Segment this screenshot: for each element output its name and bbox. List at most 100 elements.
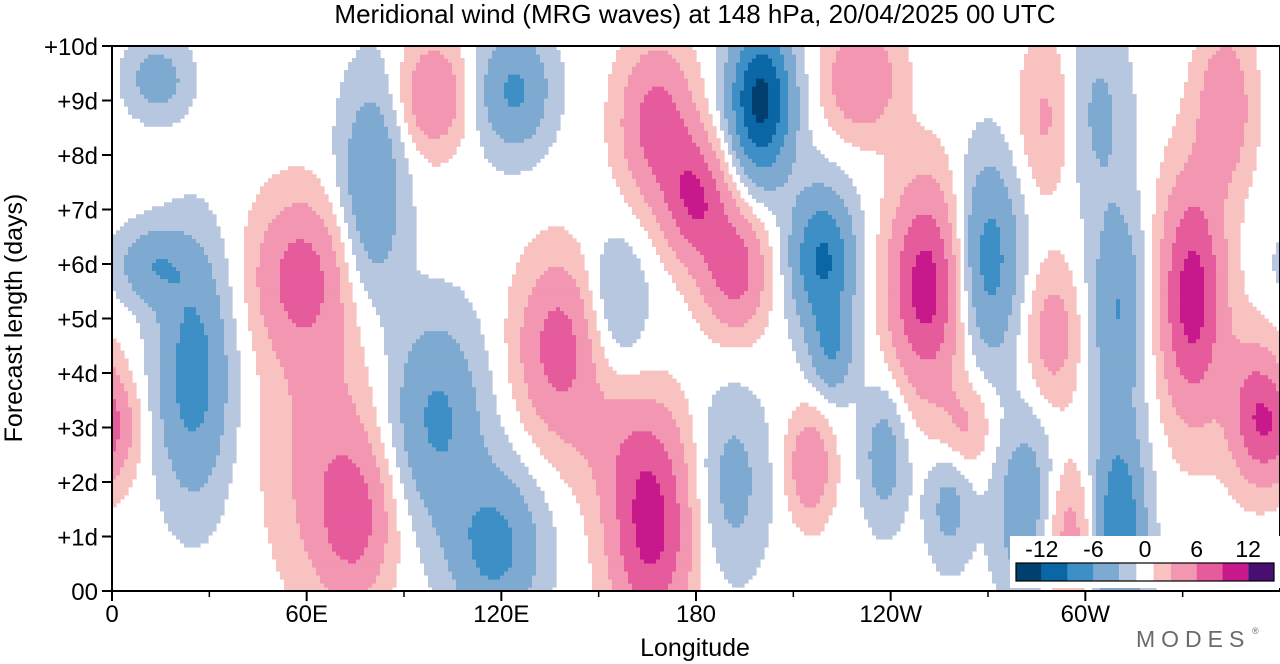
contour-cell: [1152, 486, 1157, 492]
contour-cell: [492, 586, 497, 591]
contour-cell: [932, 554, 937, 560]
contour-cell: [616, 570, 621, 576]
contour-cell: [460, 586, 465, 591]
contour-cell: [676, 558, 681, 564]
contour-cell: [220, 478, 225, 484]
contour-cell: [672, 518, 677, 524]
contour-cell: [544, 534, 549, 540]
contour-cell: [796, 522, 801, 528]
contour-cell: [360, 550, 365, 556]
contour-cell: [180, 514, 185, 520]
contour-cell: [476, 562, 481, 568]
contour-cell: [280, 506, 285, 512]
contour-cell: [940, 526, 945, 532]
contour-cell: [1104, 518, 1109, 524]
contour-cell: [424, 518, 429, 524]
contour-cell: [304, 510, 309, 516]
contour-cell: [468, 506, 473, 512]
contour-cell: [292, 534, 297, 540]
contour-cell: [716, 550, 721, 556]
contour-cell: [384, 542, 389, 548]
contour-cell: [276, 554, 281, 560]
contour-cell: [1068, 522, 1073, 528]
contour-cell: [672, 586, 677, 591]
contour-cell: [168, 486, 173, 492]
contour-cell: [820, 518, 825, 524]
contour-cell: [596, 566, 601, 572]
contour-cell: [880, 514, 885, 520]
contour-cell: [604, 550, 609, 556]
contour-cell: [824, 518, 829, 524]
contour-cell: [188, 514, 193, 520]
contour-cell: [764, 518, 769, 524]
contour-cell: [472, 490, 477, 496]
contour-cell: [180, 498, 185, 504]
contour-cell: [460, 498, 465, 504]
contour-cell: [172, 482, 177, 488]
contour-cell: [292, 558, 297, 564]
contour-cell: [320, 510, 325, 516]
contour-cell: [716, 526, 721, 532]
contour-cell: [480, 554, 485, 560]
contour-cell: [492, 582, 497, 588]
contour-cell: [492, 506, 497, 512]
contour-cell: [688, 558, 693, 564]
contour-cell: [448, 566, 453, 572]
contour-cell: [388, 534, 393, 540]
contour-cell: [416, 494, 421, 500]
contour-cell: [804, 502, 809, 508]
contour-cell: [724, 518, 729, 524]
contour-cell: [976, 530, 981, 536]
contour-cell: [312, 514, 317, 520]
contour-cell: [632, 526, 637, 532]
contour-cell: [740, 478, 745, 484]
contour-cell: [624, 558, 629, 564]
contour-cell: [344, 570, 349, 576]
contour-cell: [904, 490, 909, 496]
contour-cell: [520, 530, 525, 536]
contour-cell: [1008, 486, 1013, 492]
contour-cell: [460, 518, 465, 524]
contour-cell: [1128, 502, 1133, 508]
contour-cell: [520, 490, 525, 496]
contour-cell: [608, 506, 613, 512]
contour-cell: [604, 514, 609, 520]
contour-cell: [368, 506, 373, 512]
contour-cell: [168, 494, 173, 500]
contour-cell: [1096, 526, 1101, 532]
contour-cell: [920, 514, 925, 520]
contour-cell: [736, 570, 741, 576]
contour-cell: [384, 498, 389, 504]
contour-cell: [424, 566, 429, 572]
contour-cell: [976, 538, 981, 544]
contour-cell: [756, 478, 761, 484]
contour-cell: [692, 538, 697, 544]
contour-cell: [596, 478, 601, 484]
contour-cell: [324, 550, 329, 556]
contour-cell: [1044, 506, 1049, 512]
contour-cell: [528, 554, 533, 560]
contour-cell: [524, 494, 529, 500]
contour-cell: [532, 530, 537, 536]
contour-cell: [456, 558, 461, 564]
contour-cell: [604, 494, 609, 500]
contour-cell: [1092, 506, 1097, 512]
contour-cell: [272, 542, 277, 548]
contour-cell: [952, 522, 957, 528]
contour-cell: [308, 570, 313, 576]
contour-cell: [320, 522, 325, 528]
contour-cell: [680, 506, 685, 512]
contour-cell: [320, 574, 325, 580]
contour-cell: [524, 510, 529, 516]
contour-cell: [604, 522, 609, 528]
contour-cell: [344, 502, 349, 508]
contour-cell: [1076, 498, 1081, 504]
contour-cell: [292, 550, 297, 556]
contour-cell: [728, 578, 733, 584]
contour-cell: [452, 506, 457, 512]
contour-cell: [956, 570, 961, 576]
contour-cell: [1044, 486, 1049, 492]
contour-cell: [808, 522, 813, 528]
contour-cell: [652, 566, 657, 572]
contour-cell: [728, 490, 733, 496]
